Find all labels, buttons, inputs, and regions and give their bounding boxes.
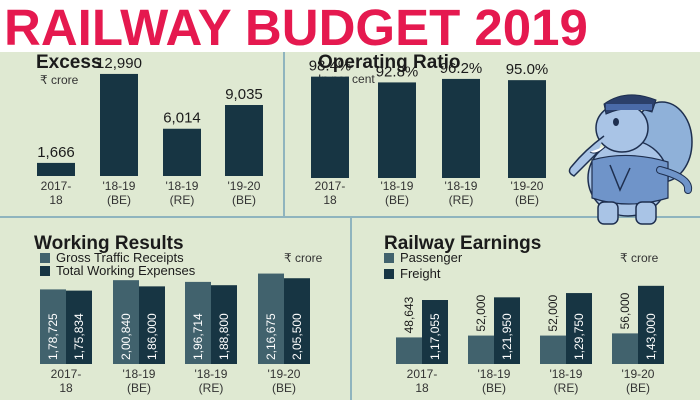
chart-4-legend-swatch — [384, 269, 394, 279]
chart-3-bar — [185, 281, 211, 364]
chart-3-bar — [211, 285, 237, 364]
chart-3-data-label: 1,78,725 — [46, 313, 60, 360]
chart-2-data-label: 96.2% — [440, 60, 483, 77]
chart-3-data-label: 1,75,834 — [72, 313, 86, 360]
chart-2-data-label: 95.0% — [506, 61, 549, 78]
chart-1-category-label: '18-19 (RE) — [166, 179, 199, 207]
chart-3-legend-label: Gross Traffic Receipts — [56, 250, 184, 265]
chart-3-bar — [258, 273, 284, 364]
chart-1-bar — [225, 105, 263, 176]
chart-3-unit-label: ₹ crore — [284, 251, 323, 265]
vertical-divider-bottom — [350, 218, 352, 400]
chart-2-bar — [378, 82, 416, 178]
chart-2-bar — [311, 76, 349, 178]
chart-4-category-label: 2017-18 — [407, 367, 438, 395]
chart-4-data-label: 48,643 — [402, 296, 416, 333]
chart-1-category-label: '18-19 (BE) — [103, 179, 136, 207]
chart-4-category-label: '18-19 (RE) — [550, 367, 583, 395]
chart-3-bar — [139, 286, 165, 364]
chart-3-category-label: '18-19 (RE) — [195, 367, 228, 395]
chart-3-category-label: 2017-18 — [51, 367, 82, 395]
chart-3-data-label: 1,96,714 — [191, 313, 205, 360]
chart-4-category-label: '19-20 (BE) — [622, 367, 655, 395]
chart-3-data-label: 1,88,800 — [217, 313, 231, 360]
chart-4-data-label: 56,000 — [618, 292, 632, 329]
chart-4-unit-label: ₹ crore — [620, 251, 659, 265]
chart-1-bar — [163, 128, 201, 176]
chart-2-data-label: 92.8% — [376, 63, 419, 80]
chart-3-bar — [284, 278, 310, 364]
chart-1-category-label: '19-20 (BE) — [228, 179, 261, 207]
chart-2-title: Operating Ratio — [318, 52, 461, 73]
chart-3-data-label: 2,05,500 — [290, 313, 304, 360]
chart-2-category-label: '18-19 (BE) — [381, 179, 414, 207]
chart-4-bar — [638, 285, 664, 364]
horizontal-divider — [0, 216, 700, 218]
chart-2-data-label: 98.4% — [309, 58, 352, 75]
chart-3-bar — [66, 290, 92, 364]
chart-4-data-label: 1,17,055 — [428, 313, 442, 360]
chart-2-bar — [508, 80, 546, 178]
chart-3-legend-label: Total Working Expenses — [56, 263, 196, 278]
chart-1-unit-label: ₹ crore — [40, 73, 79, 87]
chart-4-data-label: 52,000 — [474, 295, 488, 332]
chart-4-legend-swatch — [384, 253, 394, 263]
chart-3-legend-swatch — [40, 253, 50, 263]
chart-4-legend-label: Passenger — [400, 250, 463, 265]
chart-1-bar — [100, 73, 138, 176]
chart-1-data-label: 1,666 — [37, 144, 75, 161]
chart-4-bar — [396, 337, 422, 364]
chart-4-bar — [540, 335, 566, 364]
chart-4-bar — [468, 335, 494, 364]
chart-3-data-label: 1,86,000 — [145, 313, 159, 360]
chart-1-category-label: 2017-18 — [41, 179, 72, 207]
chart-4-data-label: 1,43,000 — [644, 313, 658, 360]
chart-3-category-label: '18-19 (BE) — [123, 367, 156, 395]
chart-4-bar — [566, 293, 592, 364]
chart-3-data-label: 2,16,675 — [264, 313, 278, 360]
chart-4-bar — [612, 333, 638, 364]
chart-1-data-label: 6,014 — [163, 110, 201, 127]
headline-banner: RAILWAY BUDGET 2019 — [0, 0, 700, 56]
chart-1-bar — [37, 162, 75, 176]
chart-2-bar — [442, 78, 480, 178]
chart-3-title: Working Results — [34, 233, 184, 254]
chart-4-data-label: 1,21,950 — [500, 313, 514, 360]
chart-4-title: Railway Earnings — [384, 233, 541, 254]
chart-4-category-label: '18-19 (BE) — [478, 367, 511, 395]
chart-1-data-label: 12,990 — [96, 55, 142, 72]
chart-3-legend-swatch — [40, 266, 50, 276]
chart-2-category-label: '18-19 (RE) — [445, 179, 478, 207]
chart-3-bar — [113, 280, 139, 364]
chart-4-bar — [422, 300, 448, 364]
headline-title: RAILWAY BUDGET 2019 — [4, 0, 588, 56]
chart-1-title: Excess — [36, 52, 102, 73]
chart-2-category-label: '19-20 (BE) — [511, 179, 544, 207]
chart-3-category-label: '19-20 (BE) — [268, 367, 301, 395]
chart-4-bar — [494, 297, 520, 364]
chart-4-data-label: 52,000 — [546, 295, 560, 332]
chart-1-data-label: 9,035 — [225, 86, 263, 103]
chart-4-legend-label: Freight — [400, 266, 441, 281]
chart-4-data-label: 1,29,750 — [572, 313, 586, 360]
chart-3-bar — [40, 289, 66, 364]
chart-3-data-label: 2,00,840 — [119, 313, 133, 360]
vertical-divider-top — [283, 52, 285, 216]
chart-2-category-label: 2017-18 — [315, 179, 346, 207]
